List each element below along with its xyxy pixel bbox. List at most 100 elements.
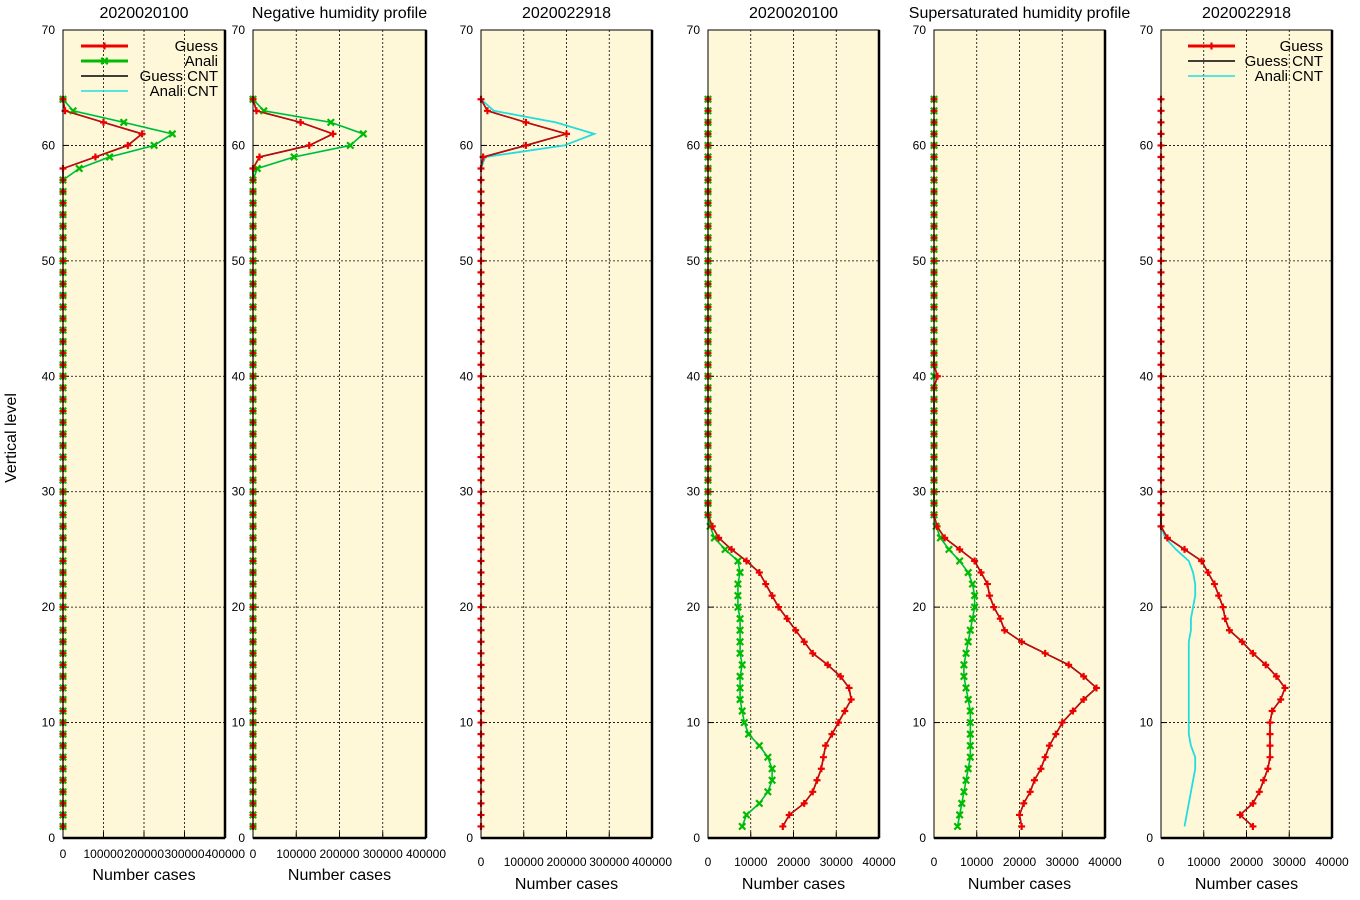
anali-point [755, 799, 764, 808]
anali-point [968, 580, 977, 589]
anali-point [964, 695, 973, 704]
y-tick-label: 30 [232, 485, 246, 499]
guess-point [1018, 822, 1026, 830]
guess-point [1277, 695, 1285, 703]
guess-point [1238, 638, 1246, 646]
guess-point [956, 545, 964, 553]
x-tick-label: 400000 [632, 855, 672, 869]
anali-point [253, 164, 262, 173]
y-tick-label: 10 [1140, 716, 1154, 730]
panel-title: 2020022918 [522, 5, 611, 22]
x-tick-label: 30000 [820, 855, 854, 869]
anali-point [326, 118, 335, 127]
guess-point [792, 626, 800, 634]
anali-point [955, 556, 964, 565]
guess-point [800, 799, 808, 807]
guess-point [1221, 615, 1229, 623]
guess-point [1219, 603, 1227, 611]
anali-point [733, 580, 742, 589]
y-tick-label: 20 [1140, 600, 1154, 614]
y-tick-label: 50 [1140, 254, 1154, 268]
anali-point [966, 718, 975, 727]
guess-point [1069, 707, 1077, 715]
anali-point [736, 649, 745, 658]
guess-point [522, 141, 530, 149]
guess-point [715, 534, 723, 542]
y-tick-label: 50 [42, 254, 56, 268]
y-tick-label: 0 [466, 831, 473, 845]
anali-point [944, 545, 953, 554]
y-tick-label: 60 [1140, 138, 1154, 152]
x-tick-label: 20000 [777, 855, 811, 869]
guess-point [1198, 557, 1206, 565]
panel-title: 2020020100 [100, 5, 189, 22]
x-tick-label: 200000 [319, 847, 359, 861]
y-tick-label: 70 [460, 23, 474, 37]
anali-point [168, 129, 177, 138]
anali-point [346, 141, 355, 150]
y-tick-label: 10 [687, 716, 701, 730]
guess-point [1215, 592, 1223, 600]
anali-point [955, 810, 964, 819]
anali-point [359, 129, 368, 138]
x-tick-label: 100000 [83, 847, 123, 861]
anali-point [966, 707, 975, 716]
legend-label-anali-cnt: Anali CNT [150, 83, 218, 100]
guess-point [1080, 672, 1088, 680]
guess-point [1264, 765, 1272, 773]
guess-point [1225, 626, 1233, 634]
guess-point [1249, 649, 1257, 657]
x-tick-label: 40000 [862, 855, 896, 869]
x-axis-label: Number cases [742, 876, 845, 893]
y-tick-label: 30 [1140, 485, 1154, 499]
guess-point [1181, 545, 1189, 553]
y-axis-label: Vertical level [3, 393, 20, 483]
y-tick-label: 50 [687, 254, 701, 268]
y-tick-label: 70 [1140, 23, 1154, 37]
y-tick-label: 40 [460, 369, 474, 383]
x-tick-label: 20000 [1230, 855, 1264, 869]
y-tick-label: 50 [232, 254, 246, 268]
panel-title: Negative humidity profile [252, 5, 427, 22]
guess-point [971, 557, 979, 565]
guess-point [933, 372, 941, 380]
anali-point [959, 672, 968, 681]
x-tick-label: 300000 [589, 855, 629, 869]
guess-point [1255, 788, 1263, 796]
guess-point [986, 592, 994, 600]
anali-point [966, 730, 975, 739]
guess-point [1030, 776, 1038, 784]
y-tick-label: 70 [687, 23, 701, 37]
guess-point [819, 753, 827, 761]
anali-point [150, 141, 159, 150]
y-tick-label: 70 [913, 23, 927, 37]
guess-point [100, 118, 107, 126]
x-tick-label: 20000 [1003, 855, 1037, 869]
chart-panel-2: 0 100000 200000 300000 400000 0 10 20 30 40 50 60 70… [232, 5, 447, 884]
anali-point [768, 764, 777, 773]
guess-point [837, 672, 845, 680]
x-axis-label: Number cases [1195, 876, 1298, 893]
guess-point [1249, 799, 1257, 807]
anali-point [744, 730, 753, 739]
x-tick-label: 40000 [1088, 855, 1122, 869]
anali-point [736, 683, 745, 692]
guess-point [1045, 742, 1053, 750]
y-tick-label: 60 [42, 138, 56, 152]
legend-marker-anali [100, 57, 109, 65]
guess-point [768, 592, 776, 600]
guess-point [813, 776, 821, 784]
anali-point [964, 637, 973, 646]
anali-point [742, 810, 751, 819]
anali-point [119, 118, 128, 127]
guess-point [775, 603, 783, 611]
y-tick-label: 70 [232, 23, 246, 37]
y-tick-label: 30 [687, 485, 701, 499]
anali-point [953, 822, 962, 831]
anali-point [962, 649, 971, 658]
anali-point [721, 545, 730, 554]
anali-point [733, 556, 742, 565]
x-tick-label: 400000 [406, 847, 446, 861]
